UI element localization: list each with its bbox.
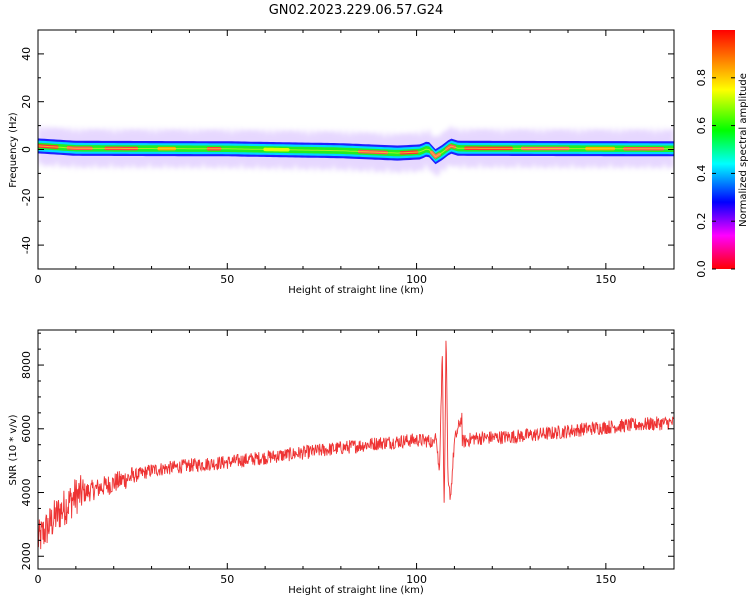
snr-ticks: 0 50 100 150 2000 4000 6000 8000: [20, 330, 674, 586]
figure-title: GN02.2023.229.06.57.G24: [269, 3, 444, 18]
colorbar-tick-label: 0.6: [695, 117, 708, 135]
x-tick-label: 50: [220, 273, 234, 286]
y-tick-label: 6000: [20, 415, 33, 443]
x-tick-label: 150: [595, 573, 616, 586]
spectrogram-xlabel: Height of straight line (km): [288, 285, 424, 296]
x-tick-label: 0: [35, 573, 42, 586]
colorbar-tick-label: 0.4: [695, 165, 708, 183]
y-tick-label: 0: [20, 146, 33, 153]
y-tick-label: 4000: [20, 479, 33, 507]
spectral-ridge-line: [38, 145, 674, 158]
spectrogram-ylabel: Frequency (Hz): [8, 112, 19, 188]
colorbar-ticks: 0.0 0.2 0.4 0.6 0.8: [695, 69, 735, 278]
colorbar: 0.0 0.2 0.4 0.6 0.8 Normalized spectral ampl…: [695, 30, 749, 278]
colorbar-tick-label: 0.0: [695, 260, 708, 278]
snr-ylabel: SNR (10 * v/v): [8, 414, 19, 485]
colorbar-label: Normalized spectral amplitude: [738, 73, 749, 227]
colorbar-tick-label: 0.2: [695, 212, 708, 230]
spectrogram-panel: 0 50 100 150 40 20 0 -20 -40 Height of straight …: [8, 29, 675, 296]
snr-panel: 0 50 100 150 2000 4000 6000 8000 Height of stra…: [8, 329, 675, 596]
spectral-band: [38, 124, 674, 176]
y-tick-label: -20: [20, 188, 33, 206]
snr-xlabel: Height of straight line (km): [288, 585, 424, 596]
y-tick-label: 20: [20, 95, 33, 109]
y-tick-label: 40: [20, 47, 33, 61]
snr-plot-frame: [37, 329, 675, 570]
spectrogram-ticks: 0 50 100 150 40 20 0 -20 -40: [20, 29, 674, 286]
y-tick-label: 8000: [20, 351, 33, 379]
colorbar-tick-label: 0.8: [695, 69, 708, 87]
x-tick-label: 50: [220, 573, 234, 586]
y-tick-label: -40: [20, 236, 33, 254]
x-tick-label: 150: [595, 273, 616, 286]
x-tick-label: 100: [406, 573, 427, 586]
y-tick-label: 2000: [20, 542, 33, 570]
colorbar-gradient: [712, 30, 735, 269]
x-tick-label: 0: [35, 273, 42, 286]
x-tick-label: 100: [406, 273, 427, 286]
snr-series-line: [38, 340, 674, 550]
